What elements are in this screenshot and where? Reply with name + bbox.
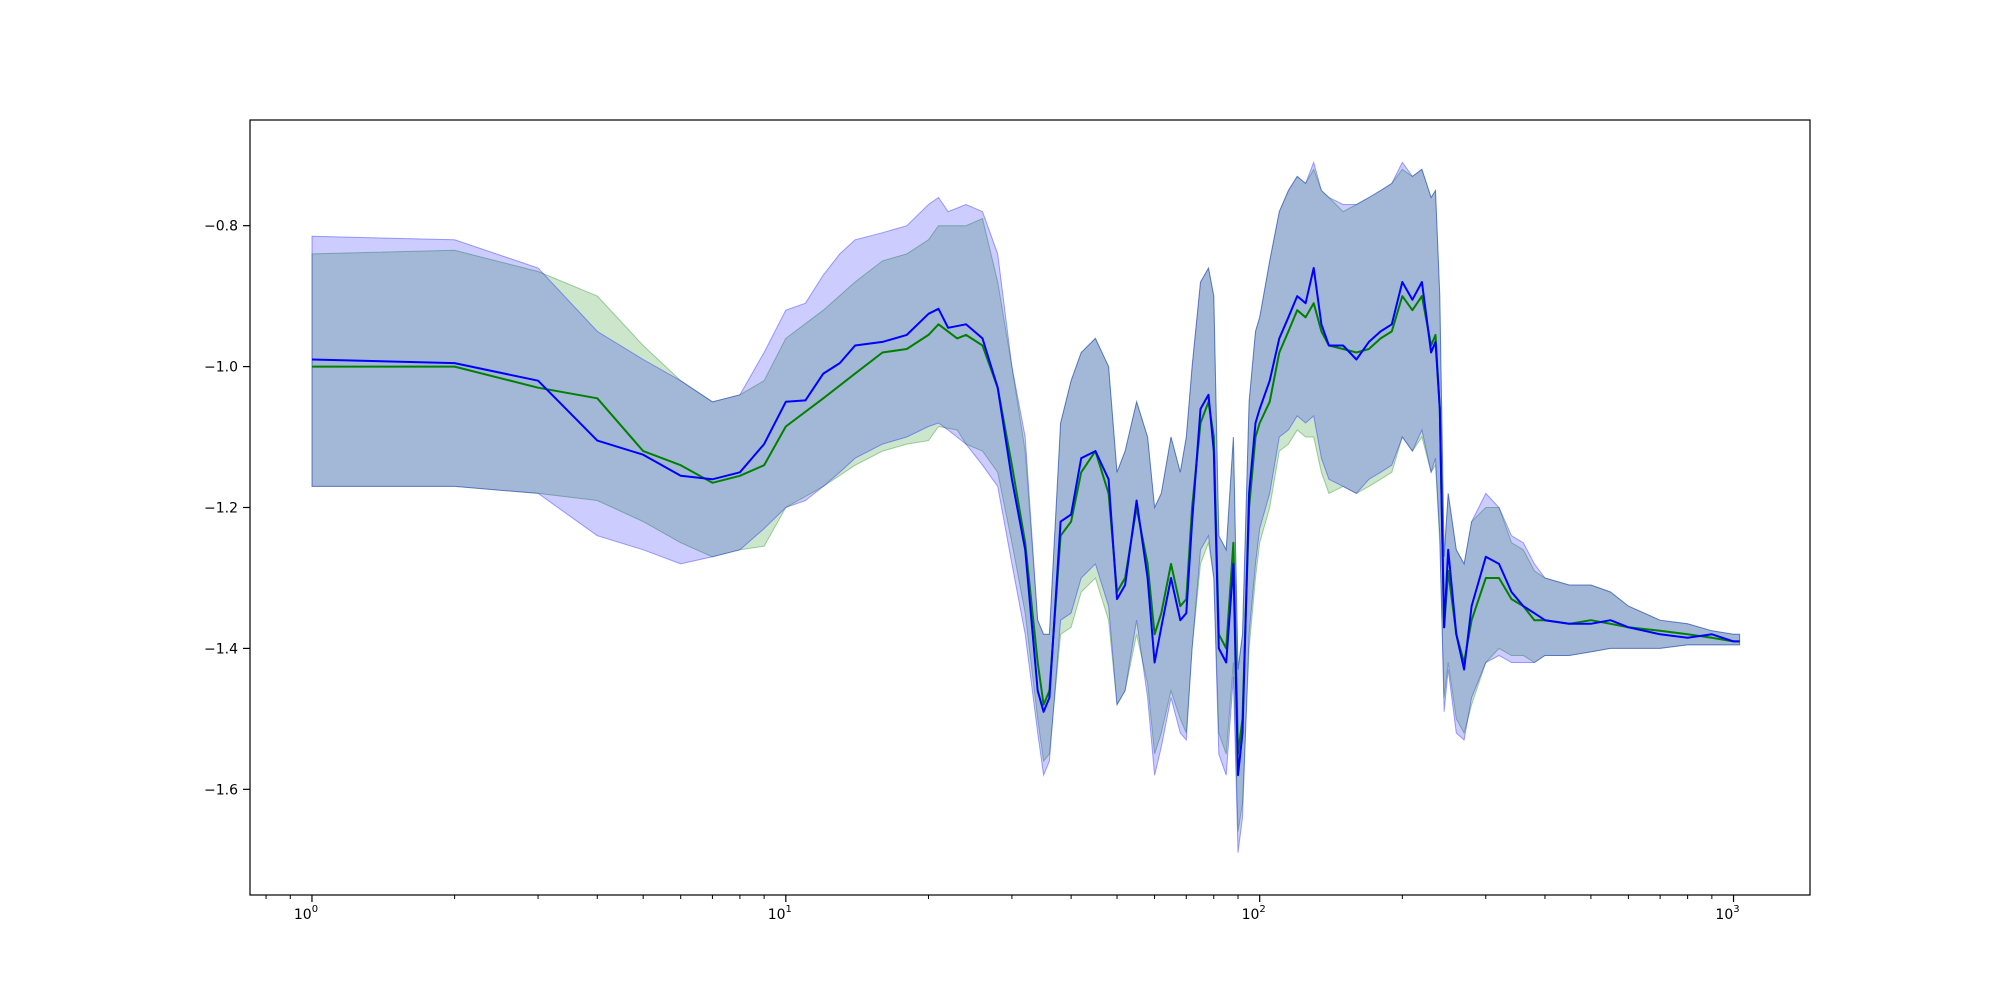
y-tick-label: −1.2 <box>204 501 238 517</box>
x-tick-label: 103 <box>1715 904 1739 923</box>
x-tick-label: 100 <box>294 904 318 923</box>
y-tick-label: −1.0 <box>204 360 238 376</box>
series-lines <box>311 267 1740 777</box>
series-2-band <box>311 160 1741 853</box>
x-tick-label: 102 <box>1242 904 1266 923</box>
x-tick-label: 101 <box>768 904 792 923</box>
y-tick-label: −1.6 <box>204 782 238 798</box>
y-axis: −0.8 −1.0 −1.2 −1.4 −1.6 <box>204 219 250 798</box>
series-2-line <box>311 267 1740 777</box>
series-1-band <box>311 168 1741 832</box>
confidence-bands <box>311 160 1741 853</box>
series-1-line <box>312 295 1740 756</box>
x-axis: 100 101 102 103 <box>265 895 1740 923</box>
y-tick-label: −0.8 <box>204 219 238 235</box>
plot-area-frame <box>249 119 1811 896</box>
y-tick-label: −1.4 <box>204 641 238 657</box>
